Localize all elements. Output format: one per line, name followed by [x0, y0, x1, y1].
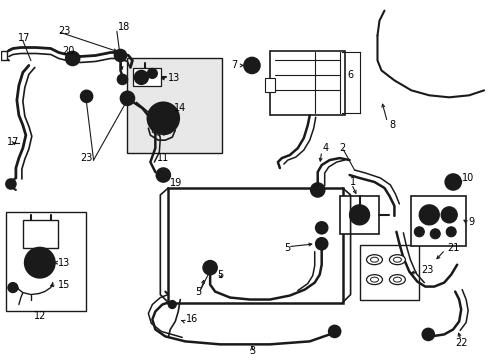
Circle shape [6, 179, 16, 189]
Text: 8: 8 [388, 120, 395, 130]
Text: 6: 6 [347, 71, 353, 80]
Text: 23: 23 [421, 265, 433, 275]
Circle shape [8, 283, 18, 293]
Ellipse shape [388, 275, 405, 285]
Circle shape [31, 254, 49, 272]
Circle shape [429, 229, 439, 239]
Bar [339, 196, 379, 234]
Ellipse shape [393, 257, 401, 262]
Circle shape [155, 110, 171, 126]
Text: 17: 17 [7, 137, 19, 147]
Ellipse shape [388, 255, 405, 265]
Ellipse shape [370, 257, 378, 262]
Circle shape [25, 248, 55, 278]
Bar [133, 68, 161, 86]
Text: 5: 5 [283, 243, 289, 253]
Text: 4: 4 [322, 143, 328, 153]
Text: 22: 22 [454, 338, 467, 348]
Circle shape [168, 301, 176, 309]
Text: 3: 3 [248, 346, 255, 356]
Bar [269, 50, 344, 115]
Circle shape [422, 328, 433, 340]
Circle shape [117, 75, 127, 84]
Text: 5: 5 [195, 287, 201, 297]
Circle shape [413, 227, 424, 237]
Text: 2: 2 [339, 143, 345, 153]
Circle shape [134, 71, 148, 84]
Text: 18: 18 [117, 22, 129, 32]
Text: 23: 23 [81, 153, 93, 163]
Circle shape [69, 55, 76, 62]
Text: 1: 1 [349, 177, 355, 187]
Text: 5: 5 [217, 270, 223, 280]
Circle shape [310, 183, 324, 197]
Circle shape [315, 238, 327, 250]
Bar [6, 212, 85, 311]
Text: 23: 23 [59, 26, 71, 36]
Circle shape [156, 168, 170, 182]
Text: 21: 21 [447, 243, 459, 253]
Circle shape [203, 261, 217, 275]
Circle shape [147, 102, 179, 134]
Circle shape [114, 50, 126, 62]
Circle shape [354, 210, 364, 220]
Text: 17: 17 [18, 32, 30, 42]
Bar [127, 58, 222, 153]
Circle shape [244, 58, 260, 73]
Bar [168, 188, 342, 302]
Circle shape [120, 91, 134, 105]
Circle shape [419, 205, 438, 225]
Text: 9: 9 [467, 217, 473, 227]
Circle shape [444, 174, 460, 190]
Bar [410, 196, 465, 246]
Text: 16: 16 [186, 314, 198, 324]
Circle shape [446, 227, 455, 237]
Ellipse shape [370, 277, 378, 282]
Bar [1, 50, 7, 60]
Circle shape [65, 51, 80, 66]
Circle shape [448, 178, 456, 186]
Bar [359, 245, 419, 300]
Ellipse shape [366, 255, 382, 265]
Text: 13: 13 [58, 258, 70, 268]
Circle shape [349, 205, 369, 225]
Bar [23, 220, 58, 248]
Text: 7: 7 [230, 60, 237, 71]
Ellipse shape [393, 277, 401, 282]
Circle shape [328, 325, 340, 337]
Circle shape [247, 62, 255, 69]
Text: 10: 10 [461, 173, 473, 183]
Circle shape [315, 222, 327, 234]
Circle shape [147, 68, 157, 78]
Text: 19: 19 [170, 178, 182, 188]
Text: 15: 15 [58, 280, 70, 289]
Bar [264, 78, 274, 92]
Text: 11: 11 [157, 153, 169, 163]
Ellipse shape [366, 275, 382, 285]
Circle shape [440, 207, 456, 223]
Text: 12: 12 [34, 311, 46, 321]
Text: 13: 13 [168, 73, 180, 84]
Text: 20: 20 [62, 45, 75, 55]
Circle shape [81, 90, 92, 102]
Text: 14: 14 [174, 103, 186, 113]
